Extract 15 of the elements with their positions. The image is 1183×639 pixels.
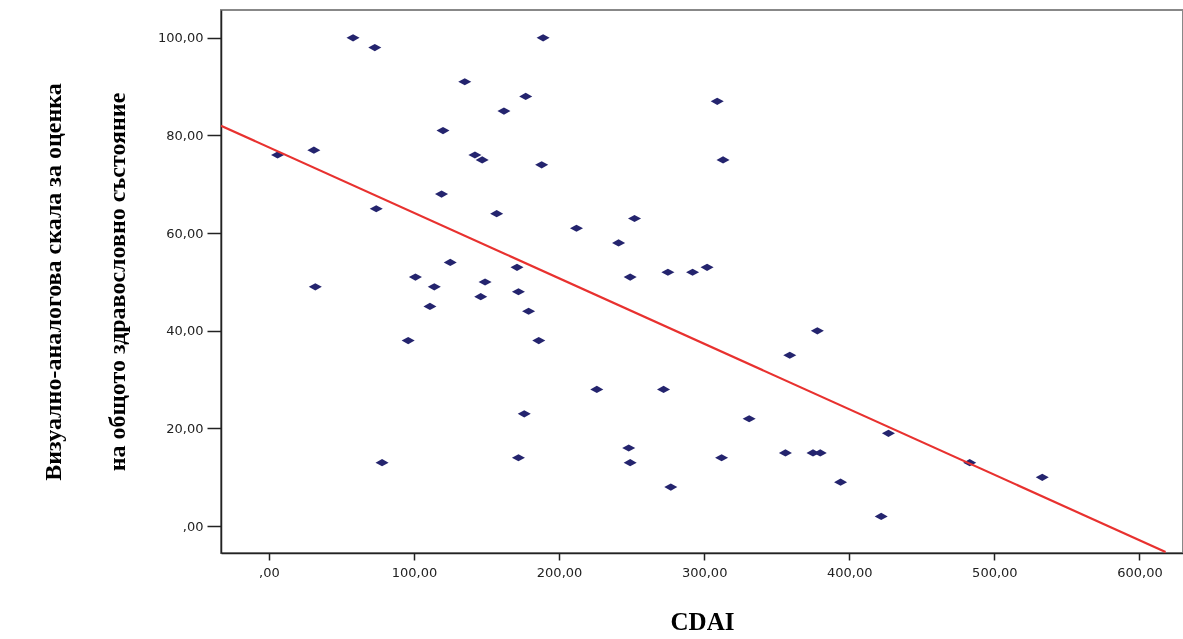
text: Визуално-аналогова скала за оценка на общото здравословно състояние bbox=[40, 83, 131, 481]
x-tick-label: 400,00 bbox=[827, 564, 873, 580]
x-tick-label: ,00 bbox=[259, 564, 280, 580]
x-tick-label: 100,00 bbox=[391, 564, 438, 580]
y-tick-label: 20,00 bbox=[166, 420, 204, 436]
x-axis-title: CDAI bbox=[670, 607, 735, 635]
x-tick-label: 600,00 bbox=[1117, 564, 1163, 580]
y-tick-label: 100,00 bbox=[158, 30, 204, 46]
x-tick-label: 200,00 bbox=[536, 564, 583, 580]
x-tick-label: 500,00 bbox=[972, 564, 1018, 580]
y-tick-label: 60,00 bbox=[166, 225, 204, 241]
y-tick-label: 80,00 bbox=[166, 128, 204, 143]
y-tick-label: ,00 bbox=[182, 518, 204, 534]
x-tick-label: 300,00 bbox=[681, 564, 728, 580]
y-tick-label: 40,00 bbox=[166, 323, 204, 339]
